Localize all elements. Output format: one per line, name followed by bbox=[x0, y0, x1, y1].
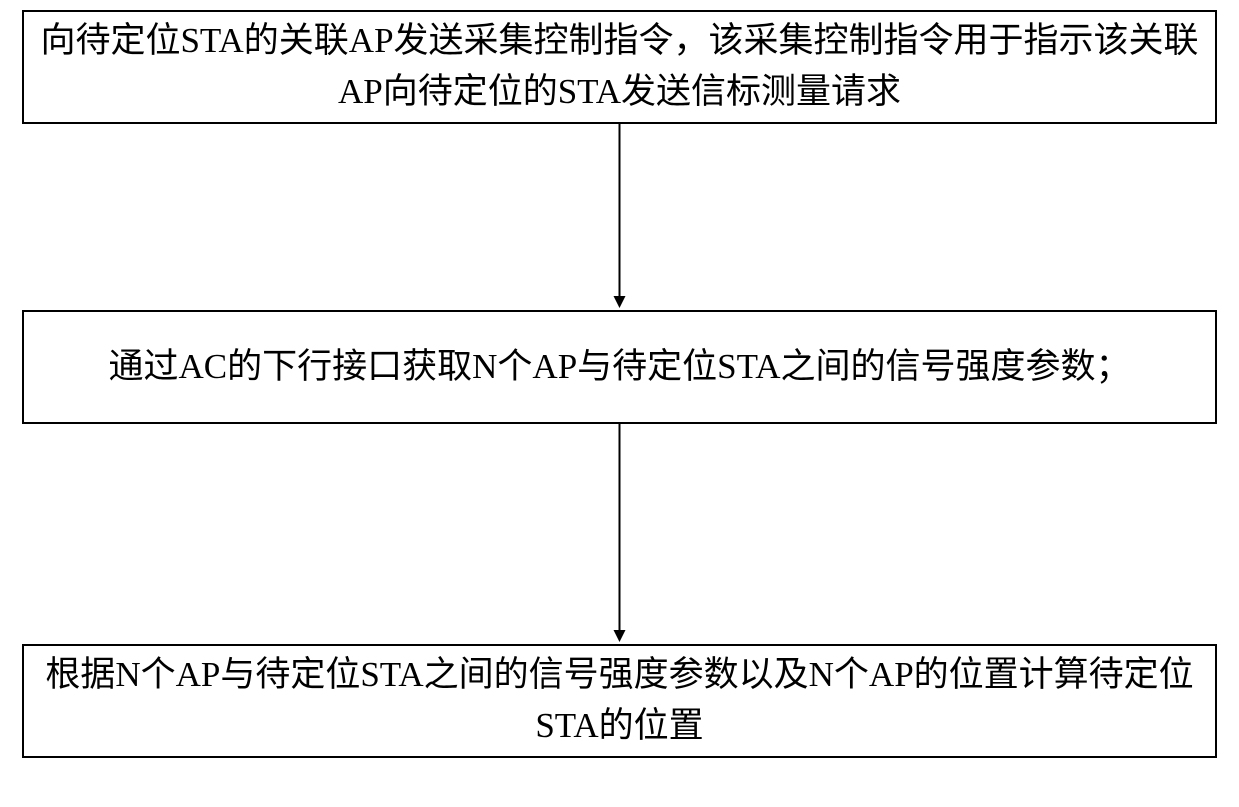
flowchart-node-2: 通过AC的下行接口获取N个AP与待定位STA之间的信号强度参数； bbox=[22, 310, 1217, 424]
flowchart-node-2-text: 通过AC的下行接口获取N个AP与待定位STA之间的信号强度参数； bbox=[109, 342, 1131, 393]
flowchart-node-3-text: 根据N个AP与待定位STA之间的信号强度参数以及N个AP的位置计算待定位STA的… bbox=[40, 650, 1199, 752]
flowchart-node-1: 向待定位STA的关联AP发送采集控制指令，该采集控制指令用于指示该关联AP向待定… bbox=[22, 10, 1217, 124]
flowchart-canvas: 向待定位STA的关联AP发送采集控制指令，该采集控制指令用于指示该关联AP向待定… bbox=[0, 0, 1239, 807]
flowchart-node-1-text: 向待定位STA的关联AP发送采集控制指令，该采集控制指令用于指示该关联AP向待定… bbox=[40, 16, 1199, 118]
flowchart-node-3: 根据N个AP与待定位STA之间的信号强度参数以及N个AP的位置计算待定位STA的… bbox=[22, 644, 1217, 758]
